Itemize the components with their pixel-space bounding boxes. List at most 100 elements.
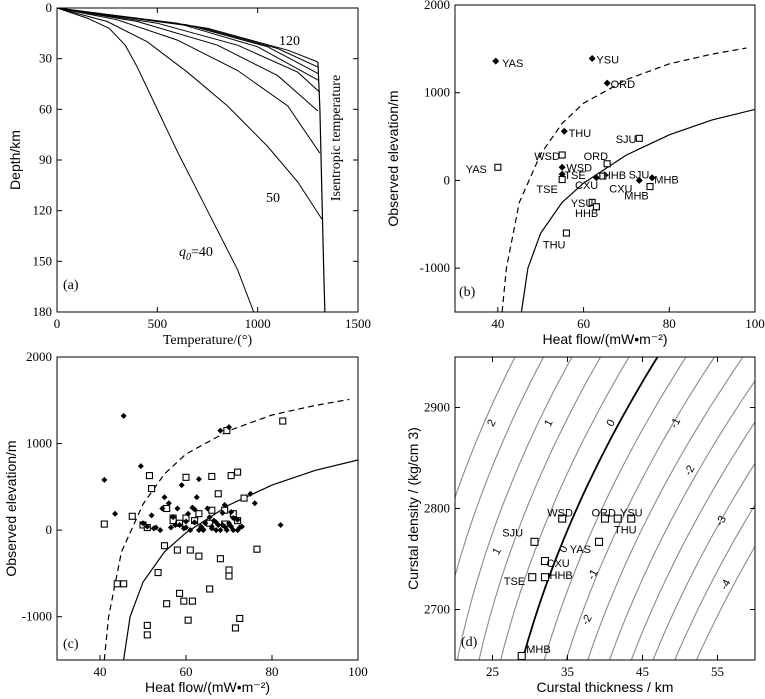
x-tick-label: 60 [577, 316, 590, 331]
y-tick-label: 120 [33, 203, 53, 218]
y-tick-label: 0 [46, 522, 53, 537]
diamond-marker [277, 521, 284, 528]
diamond-marker [101, 476, 108, 483]
station-label: THU [614, 525, 637, 537]
square-marker [143, 631, 151, 639]
geotherm-q70 [57, 8, 319, 112]
diamond-marker [221, 523, 228, 530]
square-marker [227, 472, 235, 480]
diamond-marker [592, 174, 600, 182]
contour-line [565, 357, 716, 660]
square-marker [160, 542, 169, 550]
y-tick-label: 0 [46, 0, 53, 15]
square-marker [208, 506, 216, 514]
station-label: YAS [570, 544, 591, 556]
curves [501, 47, 755, 312]
station-label: TSE [564, 170, 585, 182]
square-marker [627, 514, 636, 523]
diamond-marker [176, 521, 183, 528]
x-tick-label: 35 [561, 664, 574, 679]
station-label: MHB [526, 644, 550, 656]
square-marker [163, 600, 171, 608]
square-marker [600, 514, 610, 523]
diamond-marker [234, 527, 241, 534]
station-label: SJU [629, 169, 650, 181]
contour-label: -3 [714, 514, 729, 528]
contour-line [695, 545, 755, 660]
square-marker [240, 494, 248, 502]
diamond-marker [170, 514, 177, 521]
label-q0-40: q0=40 [179, 245, 213, 263]
square-marker [646, 183, 654, 191]
square-marker [558, 151, 566, 159]
diamond-marker [230, 527, 237, 534]
station-label: HHB [550, 570, 573, 582]
diamond-marker [185, 510, 192, 517]
diamond-marker [195, 527, 202, 534]
station-label: WSD [547, 508, 573, 520]
square-marker [128, 512, 136, 520]
square-marker [594, 537, 604, 546]
y-tick-label: 0 [444, 172, 451, 187]
diamond-marker [202, 520, 209, 527]
y-tick-label: 90 [39, 152, 52, 167]
diamond-marker [200, 526, 207, 533]
square-marker [184, 616, 192, 624]
diamond-marker [191, 506, 198, 513]
diamond-marker [178, 482, 185, 489]
contour-line [455, 357, 545, 578]
diamond-marker [588, 55, 596, 63]
panel-label: (d) [461, 635, 478, 650]
station-label: ORD [592, 508, 617, 520]
y-tick-label: 2700 [424, 602, 450, 617]
x-tick-label: 25 [486, 664, 499, 679]
square-marker [225, 572, 233, 580]
station-label: YAS [466, 164, 487, 176]
diamond-marker [195, 476, 202, 483]
station-label: WSD [534, 151, 560, 163]
diamond-marker [560, 127, 568, 135]
diamond-marker [165, 500, 172, 507]
x-tick-label: 60 [180, 664, 193, 679]
isentrope-line [317, 61, 326, 312]
contour-line [500, 357, 630, 660]
y-tick-label: 1000 [26, 436, 52, 451]
square-marker [195, 552, 203, 560]
diamond-marker [219, 509, 226, 516]
x-tick-label: 100 [745, 316, 765, 331]
geotherm-q50 [57, 8, 323, 220]
diamond-marker [230, 515, 237, 522]
square-marker [173, 546, 181, 554]
diamond-marker [172, 521, 179, 528]
model-curve-solid [520, 108, 755, 312]
station-label: TSE [536, 184, 557, 196]
panel-c: 40 60 80 100 -1000 0 1000 2000 Heat flow/(mW•m⁻²… [3, 349, 368, 695]
diamond-marker [213, 519, 220, 526]
geotherm-q120 [57, 8, 319, 63]
station-label: ORD [584, 151, 609, 163]
diamond-marker [251, 500, 258, 507]
curves [103, 398, 358, 660]
diamond-marker [191, 519, 198, 526]
diamond-marker [558, 163, 566, 171]
x-axis-label: Heat flow/(mW•m⁻²) [542, 331, 667, 347]
diamond-marker [174, 505, 181, 512]
station-label: CXU [547, 558, 570, 570]
contour-label: -1 [586, 567, 601, 581]
panel-label: (b) [459, 285, 476, 300]
diamond-marker [161, 494, 168, 501]
square-marker [208, 472, 216, 481]
diamond-marker [206, 514, 213, 521]
geotherm-q60 [57, 8, 321, 154]
square-marker [540, 556, 550, 566]
x-tick-label: 45 [636, 664, 649, 679]
y-tick-label: 2800 [424, 501, 450, 516]
square-marker [613, 514, 622, 523]
square-marker [635, 134, 643, 142]
square-marker [154, 569, 162, 577]
x-tick-label: 40 [491, 316, 504, 331]
station-label: SJU [502, 528, 523, 540]
contour-line [587, 357, 744, 660]
square-marker [120, 580, 128, 588]
contour-line [608, 379, 755, 660]
